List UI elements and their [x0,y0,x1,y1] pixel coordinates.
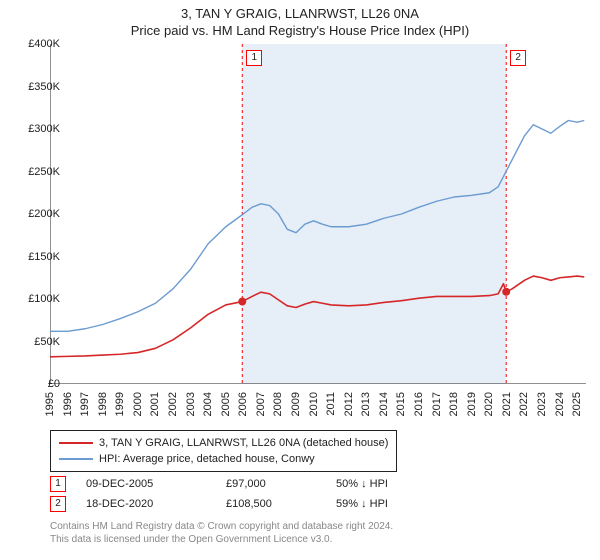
table-row: 2 18-DEC-2020 £108,500 59% ↓ HPI [50,494,486,514]
x-axis-tick-label: 2011 [325,392,337,416]
legend-swatch-price-paid [59,442,93,444]
y-axis-tick-label: £400K [10,38,60,50]
chart-plot-area [50,44,586,384]
x-axis-tick-label: 2018 [448,392,460,416]
x-axis-tick-label: 2001 [149,392,161,416]
x-axis-tick-label: 2025 [571,392,583,416]
legend-label-hpi: HPI: Average price, detached house, Conw… [99,451,315,467]
legend-item-price-paid: 3, TAN Y GRAIG, LLANRWST, LL26 0NA (deta… [59,435,388,451]
x-axis-tick-label: 2023 [536,392,548,416]
y-axis-tick-label: £300K [10,123,60,135]
chart-title-address: 3, TAN Y GRAIG, LLANRWST, LL26 0NA [0,6,600,21]
x-axis-tick-label: 2024 [554,392,566,416]
sale-vs-hpi: 50% ↓ HPI [336,478,486,490]
x-axis-tick-label: 1995 [44,392,56,416]
sale-marker-label: 1 [246,50,262,66]
sale-price: £97,000 [226,478,336,490]
chart-legend: 3, TAN Y GRAIG, LLANRWST, LL26 0NA (deta… [50,430,397,472]
x-axis-tick-label: 2021 [501,392,513,416]
y-axis-tick-label: £0 [10,378,60,390]
sale-vs-hpi: 59% ↓ HPI [336,498,486,510]
x-axis-tick-label: 1997 [79,392,91,416]
sale-date: 09-DEC-2005 [86,478,226,490]
footnote-line2: This data is licensed under the Open Gov… [50,533,393,546]
x-axis-tick-label: 2000 [132,392,144,416]
x-axis-tick-label: 2006 [237,392,249,416]
x-axis-tick-label: 2014 [378,392,390,416]
x-axis-tick-label: 2013 [360,392,372,416]
x-axis-tick-label: 2007 [255,392,267,416]
table-row: 1 09-DEC-2005 £97,000 50% ↓ HPI [50,474,486,494]
x-axis-tick-label: 2004 [202,392,214,416]
x-axis-tick-label: 2002 [167,392,179,416]
sale-marker-box-1: 1 [50,476,66,492]
x-axis-tick-label: 2015 [395,392,407,416]
x-axis-tick-label: 2012 [343,392,355,416]
x-axis-tick-label: 1998 [97,392,109,416]
y-axis-tick-label: £50K [10,336,60,348]
x-axis-tick-label: 2017 [431,392,443,416]
x-axis-tick-label: 2022 [518,392,530,416]
x-axis-tick-label: 2005 [220,392,232,416]
x-axis-tick-label: 2008 [272,392,284,416]
legend-swatch-hpi [59,458,93,460]
x-axis-tick-label: 2010 [308,392,320,416]
chart-title-sub: Price paid vs. HM Land Registry's House … [0,23,600,38]
y-axis-tick-label: £150K [10,251,60,263]
x-axis-tick-label: 2009 [290,392,302,416]
y-axis-tick-label: £200K [10,208,60,220]
x-axis-tick-label: 1999 [114,392,126,416]
legend-label-price-paid: 3, TAN Y GRAIG, LLANRWST, LL26 0NA (deta… [99,435,388,451]
sale-date: 18-DEC-2020 [86,498,226,510]
x-axis-tick-label: 2019 [466,392,478,416]
sale-price: £108,500 [226,498,336,510]
footnote: Contains HM Land Registry data © Crown c… [50,520,393,546]
x-axis-tick-label: 2016 [413,392,425,416]
x-axis-tick-label: 2003 [185,392,197,416]
x-axis-tick-label: 2020 [483,392,495,416]
sale-marker-box-2: 2 [50,496,66,512]
footnote-line1: Contains HM Land Registry data © Crown c… [50,520,393,533]
legend-item-hpi: HPI: Average price, detached house, Conw… [59,451,388,467]
x-axis-tick-label: 1996 [62,392,74,416]
sales-table: 1 09-DEC-2005 £97,000 50% ↓ HPI 2 18-DEC… [50,474,486,514]
sale-marker-label: 2 [510,50,526,66]
y-axis-tick-label: £350K [10,81,60,93]
y-axis-tick-label: £100K [10,293,60,305]
y-axis-tick-label: £250K [10,166,60,178]
